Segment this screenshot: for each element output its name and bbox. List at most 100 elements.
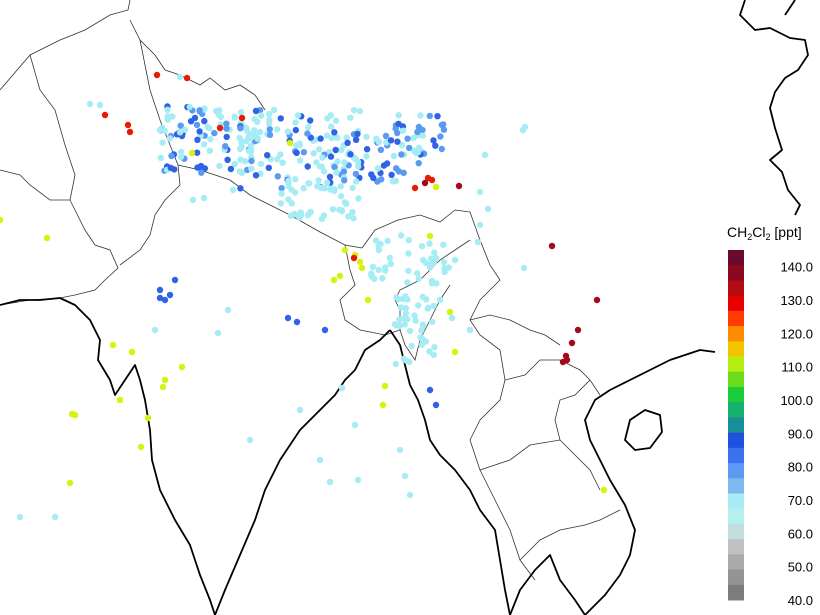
observation-point — [159, 383, 167, 391]
observation-point — [353, 178, 360, 185]
observation-point — [411, 312, 418, 319]
observation-point — [196, 128, 203, 135]
observation-point — [412, 317, 419, 324]
observation-point — [171, 276, 179, 284]
observation-point — [389, 178, 397, 185]
border-line — [479, 439, 601, 491]
observation-point — [340, 168, 348, 175]
observation-point — [373, 135, 380, 142]
border-line — [519, 509, 621, 561]
colorbar-swatch — [728, 356, 744, 373]
observation-point — [316, 146, 323, 153]
observation-point — [224, 306, 232, 314]
observation-point — [237, 109, 245, 116]
observation-point — [432, 401, 440, 409]
colorbar-swatch — [728, 295, 744, 312]
observation-point — [285, 183, 292, 190]
observation-point — [404, 135, 411, 142]
observation-point — [251, 131, 258, 139]
observation-point — [328, 123, 335, 130]
observation-point — [369, 263, 377, 271]
observation-point — [168, 152, 175, 160]
observation-point — [382, 132, 390, 140]
colorbar-ticks: 140.0 130.0 120.0 110.0 100.0 90.0 80.0 70.0 60.… — [780, 260, 813, 608]
observation-point — [278, 185, 285, 192]
colorbar-tick-label: 80.0 — [788, 460, 813, 475]
observation-point — [405, 144, 413, 152]
observation-point — [438, 121, 445, 129]
colorbar-swatch — [728, 326, 744, 342]
observation-point — [153, 71, 161, 79]
observation-point — [323, 179, 331, 186]
observation-point — [347, 151, 354, 158]
observation-point — [548, 242, 556, 250]
observation-point — [238, 138, 245, 146]
observation-point — [252, 107, 260, 115]
observation-point — [291, 211, 299, 218]
observation-point — [349, 184, 356, 192]
colorbar-swatch — [728, 508, 744, 525]
observation-point — [423, 296, 430, 303]
observation-point — [379, 275, 386, 282]
observation-point — [51, 513, 59, 521]
observation-point — [124, 121, 132, 129]
observation-point — [71, 411, 79, 419]
observation-point — [428, 261, 435, 268]
observation-point — [200, 141, 208, 148]
colorbar-swatch — [728, 250, 744, 266]
observation-point — [363, 133, 370, 140]
observation-point — [448, 314, 456, 322]
observation-point — [377, 240, 384, 248]
colorbar-tick-label: 120.0 — [780, 326, 813, 341]
observation-point — [327, 186, 334, 193]
observation-point — [227, 165, 235, 173]
border-line — [177, 164, 363, 249]
observation-point — [405, 250, 412, 257]
observation-point — [164, 106, 171, 114]
observation-point — [381, 382, 389, 390]
observation-point — [319, 154, 326, 161]
observation-point — [355, 195, 362, 202]
observation-point — [428, 277, 436, 285]
observation-point — [379, 401, 387, 409]
observation-point — [213, 107, 220, 115]
observation-point — [380, 162, 388, 169]
observation-point — [351, 421, 359, 429]
observation-point — [415, 275, 422, 282]
observation-point — [430, 137, 437, 144]
observation-point — [176, 129, 184, 136]
observation-point — [296, 406, 304, 414]
observation-point — [178, 363, 186, 371]
observation-point — [455, 182, 463, 190]
observation-point — [568, 339, 576, 347]
observation-point — [193, 149, 201, 156]
observation-point — [231, 160, 238, 168]
observation-point — [405, 267, 412, 275]
observation-point — [404, 296, 411, 303]
observation-point — [406, 327, 414, 334]
observation-point — [317, 135, 324, 142]
observation-point — [415, 160, 422, 167]
observation-point — [285, 196, 292, 203]
observation-point — [294, 112, 302, 119]
colorbar-swatch — [728, 584, 744, 601]
border-line — [469, 314, 561, 346]
observation-point — [341, 246, 349, 254]
observation-point — [144, 414, 152, 422]
observation-point — [161, 376, 169, 384]
colorbar-swatch — [728, 386, 744, 403]
coastline-vietnam — [584, 349, 716, 615]
observation-point — [238, 169, 246, 177]
observation-point — [293, 318, 301, 326]
observation-point — [186, 103, 193, 111]
coastline-hainan — [624, 409, 663, 451]
observation-point — [331, 129, 338, 136]
observation-point — [421, 179, 429, 187]
observation-point — [411, 184, 419, 192]
border-line — [361, 209, 471, 249]
observation-point — [387, 260, 394, 267]
observation-point — [417, 112, 424, 119]
observation-point — [257, 160, 265, 168]
observation-point — [128, 348, 136, 356]
